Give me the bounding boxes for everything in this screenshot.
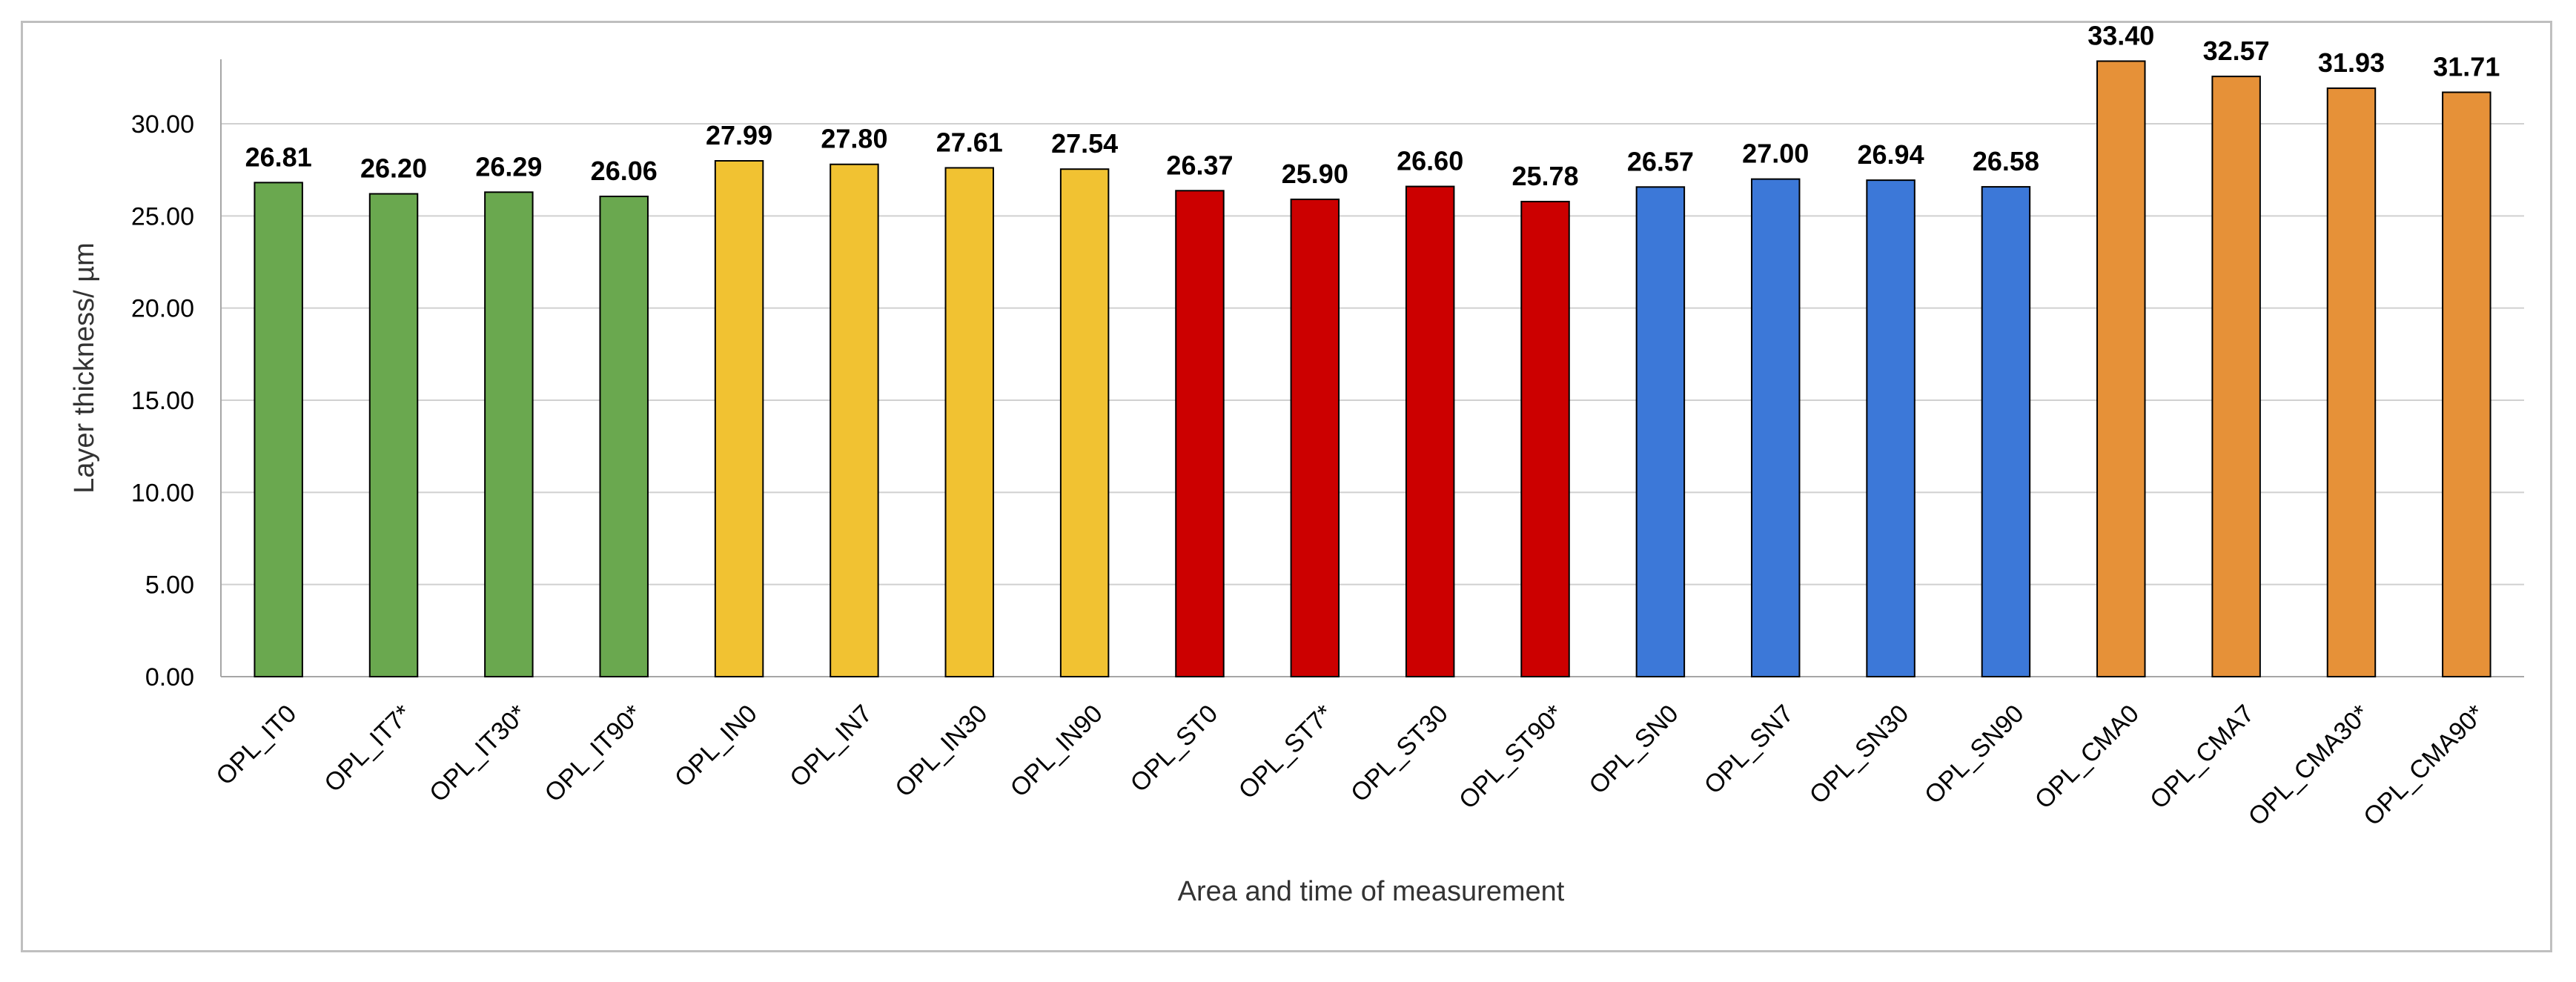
data-label: 26.60 (1397, 146, 1463, 176)
data-label: 27.99 (706, 120, 772, 150)
data-label: 32.57 (2203, 36, 2270, 66)
gridlines (221, 123, 2524, 585)
bar (2211, 76, 2261, 678)
bar (484, 191, 534, 677)
y-tick-label: 15.00 (131, 387, 194, 415)
bar (368, 193, 419, 677)
bar (1405, 185, 1455, 678)
y-tick-label: 25.00 (131, 202, 194, 230)
bar (714, 160, 764, 678)
bar (2096, 60, 2146, 677)
y-tick-label: 10.00 (131, 479, 194, 507)
bar (1059, 168, 1110, 677)
data-label: 26.94 (1858, 139, 1924, 170)
x-tick-label: OPL_IN30 (890, 700, 993, 803)
bar (1866, 179, 1916, 677)
x-tick-label: OPL_ST0 (1125, 700, 1223, 797)
bar (254, 182, 303, 678)
bar (1175, 190, 1225, 677)
bar (599, 196, 649, 677)
data-label: 26.37 (1166, 150, 1233, 180)
bar (1520, 200, 1570, 677)
x-tick-label: OPL_SN0 (1583, 700, 1683, 800)
bar (1635, 186, 1686, 678)
data-label: 27.54 (1051, 128, 1118, 159)
y-axis-ticks: 0.00 5.00 10.00 15.00 20.00 25.00 30.00 (131, 110, 194, 691)
data-label: 31.71 (2433, 52, 2500, 82)
x-tick-label: OPL_CMA90* (2358, 700, 2490, 832)
y-tick-label: 20.00 (131, 295, 194, 323)
category-labels: OPL_IT0 OPL_IT7* OPL_IT30* OPL_IT90* OPL_IN0… (211, 700, 2490, 832)
data-label: 27.80 (821, 124, 887, 154)
data-labels: 26.81 26.20 26.29 26.06 27.99 27.80 27.61 27.54… (245, 20, 2500, 190)
x-tick-label: OPL_IT0 (211, 700, 302, 791)
x-tick-label: OPL_SN7 (1699, 700, 1799, 800)
x-tick-label: OPL_CMA0 (2030, 700, 2145, 815)
y-tick-label: 30.00 (131, 110, 194, 139)
data-label: 26.58 (1973, 146, 2039, 176)
bar (1290, 198, 1340, 677)
x-tick-label: OPL_IN7 (784, 700, 878, 793)
data-label: 31.93 (2318, 47, 2385, 78)
x-tick-label: OPL_ST30 (1345, 700, 1454, 808)
x-axis-title: Area and time of measurement (1178, 876, 1565, 907)
x-tick-label: OPL_SN90 (1919, 700, 2029, 809)
y-tick-label: 0.00 (145, 663, 194, 691)
x-tick-label: OPL_IN90 (1005, 700, 1108, 803)
x-tick-label: OPL_CMA7 (2145, 700, 2259, 815)
x-tick-label: OPL_IN0 (669, 700, 763, 793)
y-tick-label: 5.00 (145, 571, 194, 600)
bar (830, 163, 879, 678)
data-label: 25.90 (1282, 159, 1348, 189)
y-axis-title: Layer thickness/ µm (69, 242, 100, 494)
bar (2326, 87, 2377, 677)
bars (254, 60, 2491, 678)
x-tick-label: OPL_IT90* (540, 700, 648, 808)
data-label: 26.29 (475, 151, 542, 182)
data-label: 26.06 (591, 156, 658, 186)
bar (1750, 178, 1801, 677)
x-tick-label: OPL_ST7* (1234, 700, 1339, 805)
data-label: 33.40 (2087, 20, 2154, 50)
x-tick-label: OPL_IT7* (319, 700, 417, 797)
data-label: 25.78 (1512, 161, 1578, 191)
x-tick-label: OPL_CMA30* (2243, 700, 2375, 832)
data-label: 26.57 (1627, 146, 1694, 176)
data-label: 26.20 (360, 153, 427, 184)
x-tick-label: OPL_IT30* (424, 700, 532, 808)
data-label: 26.81 (245, 142, 312, 172)
bar (2442, 91, 2491, 677)
bar (944, 167, 995, 677)
bar (1981, 186, 2031, 678)
data-label: 27.00 (1742, 139, 1809, 169)
x-tick-label: OPL_ST90* (1454, 700, 1569, 815)
x-tick-label: OPL_SN30 (1804, 700, 1914, 809)
data-label: 27.61 (936, 127, 1003, 157)
